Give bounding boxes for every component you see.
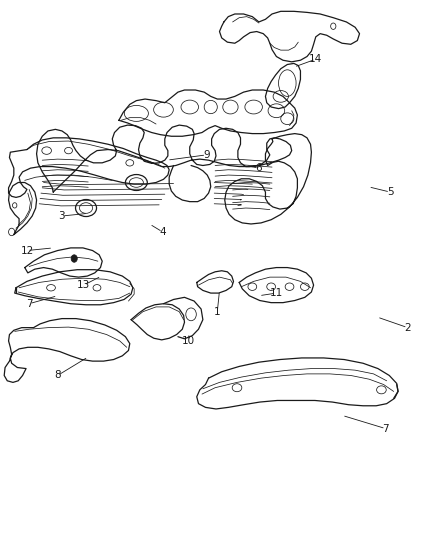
Text: 13: 13: [77, 280, 90, 290]
Text: 9: 9: [203, 150, 209, 160]
Text: 5: 5: [386, 187, 392, 197]
Text: 11: 11: [269, 288, 283, 298]
Text: 12: 12: [20, 246, 33, 255]
Text: 14: 14: [308, 54, 321, 64]
Text: 1: 1: [213, 306, 220, 317]
Text: 8: 8: [54, 370, 61, 381]
Text: 7: 7: [26, 298, 32, 309]
Circle shape: [71, 255, 77, 262]
Text: 3: 3: [59, 211, 65, 221]
Text: 7: 7: [381, 424, 388, 434]
Text: 6: 6: [255, 163, 261, 173]
Text: 2: 2: [403, 322, 410, 333]
Text: 10: 10: [182, 336, 195, 346]
Text: 4: 4: [159, 227, 166, 237]
